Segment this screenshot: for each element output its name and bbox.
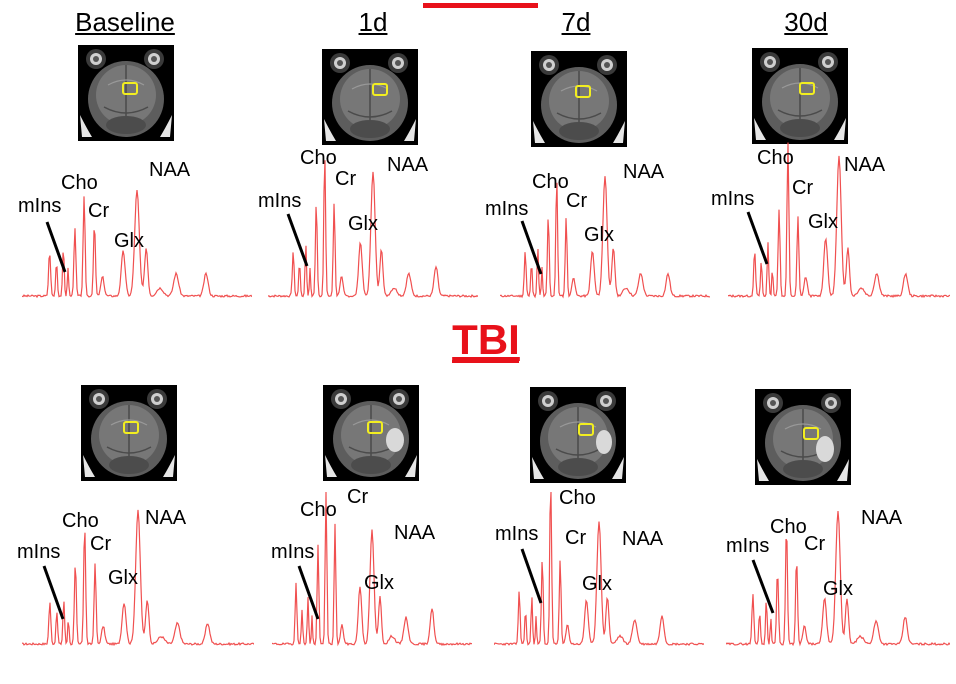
spectrum-1d	[268, 160, 478, 298]
mri-image-30d	[752, 48, 848, 144]
spectrum-trace	[272, 491, 472, 647]
label-cr: Cr	[792, 177, 814, 199]
label-cr: Cr	[804, 533, 826, 555]
label-naa: NAA	[387, 154, 429, 176]
spectrum-trace	[268, 160, 478, 298]
label-cho: Cho	[62, 510, 99, 532]
label-cr: Cr	[335, 168, 357, 190]
label-cr: Cr	[88, 200, 110, 222]
group-label-tbi: TBI	[452, 316, 520, 363]
label-mins: mIns	[495, 523, 539, 545]
label-cho: Cho	[757, 147, 794, 169]
column-title-30d: 30d	[784, 7, 828, 37]
mri-image-tbi-baseline	[81, 385, 177, 481]
column-title-7d: 7d	[561, 7, 591, 37]
mins-pointer-line	[286, 213, 309, 267]
mins-pointer-line	[520, 548, 543, 604]
label-naa: NAA	[844, 154, 886, 176]
label-naa: NAA	[394, 522, 436, 544]
spectrum-tbi-30d	[726, 510, 950, 647]
label-cho: Cho	[300, 147, 337, 169]
label-glx: Glx	[108, 567, 138, 589]
mins-pointer-line	[45, 221, 67, 273]
mins-pointer-line	[297, 565, 320, 620]
label-naa: NAA	[861, 507, 903, 529]
spectrum-trace	[500, 176, 710, 299]
label-glx: Glx	[582, 573, 612, 595]
label-mins: mIns	[17, 541, 61, 563]
spectrum-tbi-1d	[272, 491, 472, 647]
label-glx: Glx	[808, 211, 838, 233]
label-mins: mIns	[485, 198, 529, 220]
mri-image-tbi-7d	[530, 387, 626, 483]
label-naa: NAA	[623, 161, 665, 183]
group-label-underline	[452, 360, 519, 363]
mins-pointer-line	[520, 220, 543, 275]
spectrum-trace	[22, 189, 252, 299]
label-mins: mIns	[271, 541, 315, 563]
spectrum-tbi-baseline	[22, 509, 254, 647]
label-cho: Cho	[300, 499, 337, 521]
label-cho: Cho	[61, 172, 98, 194]
label-cho: Cho	[559, 487, 596, 509]
column-title-1d: 1d	[358, 7, 388, 37]
spectrum-30d	[728, 142, 950, 299]
label-naa: NAA	[622, 528, 664, 550]
label-naa: NAA	[145, 507, 187, 529]
mri-image-tbi-30d	[755, 389, 851, 485]
mri-image-baseline	[78, 45, 174, 141]
label-cr: Cr	[90, 533, 112, 555]
label-mins: mIns	[726, 535, 770, 557]
mri-image-7d	[531, 51, 627, 147]
spectrum-7d	[500, 176, 710, 299]
mri-image-tbi-1d	[323, 385, 419, 481]
spectrum-trace	[728, 142, 950, 299]
top-red-bar	[423, 3, 538, 8]
label-glx: Glx	[114, 230, 144, 252]
label-mins: mIns	[258, 190, 302, 212]
label-mins: mIns	[18, 195, 62, 217]
mins-pointer-line	[746, 211, 769, 265]
label-glx: Glx	[823, 578, 853, 600]
spectrum-baseline	[22, 189, 252, 299]
mins-pointer-line	[751, 559, 775, 614]
label-mins: mIns	[711, 188, 755, 210]
label-glx: Glx	[348, 213, 378, 235]
label-cho: Cho	[532, 171, 569, 193]
label-cr: Cr	[565, 527, 587, 549]
mins-pointer-line	[42, 565, 65, 620]
mri-image-1d	[322, 49, 418, 145]
spectrum-tbi-7d	[494, 491, 704, 646]
label-glx: Glx	[364, 572, 394, 594]
label-cr: Cr	[566, 190, 588, 212]
label-naa: NAA	[149, 159, 191, 181]
label-glx: Glx	[584, 224, 614, 246]
spectrum-trace	[22, 509, 254, 647]
label-cr: Cr	[347, 486, 369, 508]
spectrum-trace	[494, 491, 704, 646]
column-title-baseline: Baseline	[75, 7, 175, 37]
label-cho: Cho	[770, 516, 807, 538]
spectrum-trace	[726, 510, 950, 647]
